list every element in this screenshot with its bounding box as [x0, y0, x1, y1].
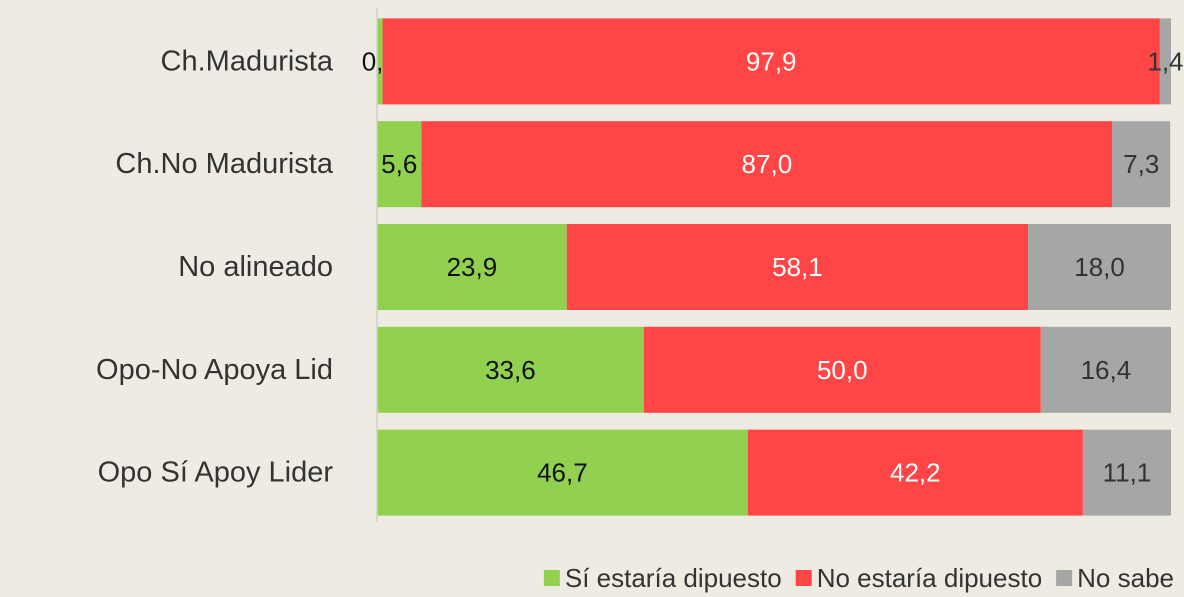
data-label: 18,0 [1074, 252, 1125, 282]
data-label: 1,4 [1147, 46, 1183, 76]
bar-segment [643, 326, 1041, 413]
legend-swatch [543, 570, 560, 586]
data-label: 97,9 [746, 46, 797, 76]
bar-segment [1028, 224, 1171, 310]
legend: Sí estaría dipuesto No estaría dipuesto No… [543, 563, 1174, 593]
legend-label: Sí estaría dipuesto [565, 563, 782, 593]
bar-segment [377, 326, 644, 413]
bar-segment [377, 429, 748, 516]
category-label: Opo-No Apoya Lid [96, 354, 333, 386]
legend-swatch [795, 570, 812, 586]
bar-segment [377, 121, 422, 208]
bar-segment [747, 429, 1083, 516]
data-label: 5,6 [381, 149, 417, 179]
bar-segment [1040, 326, 1171, 413]
bar-segment [1159, 18, 1171, 105]
data-label: 23,9 [447, 252, 498, 282]
bar-segment [377, 18, 383, 105]
bar-segment [377, 224, 567, 310]
legend-label: No sabe [1077, 563, 1174, 593]
bar-segment [1112, 121, 1171, 208]
bar-segment [382, 18, 1160, 105]
data-label: 33,6 [485, 355, 536, 385]
bar-segment [1082, 429, 1171, 516]
category-label: Ch.Madurista [161, 45, 334, 77]
data-label: 7,3 [1123, 149, 1159, 179]
data-label: 16,4 [1081, 355, 1132, 385]
category-label: Ch.No Madurista [115, 148, 333, 180]
bar-segment [566, 224, 1029, 310]
data-label: 50,0 [817, 355, 868, 385]
category-label: No alineado [178, 251, 333, 283]
category-label: Opo Sí Apoy Lider [98, 457, 334, 489]
data-label: 42,2 [890, 458, 941, 488]
data-label: 46,7 [537, 458, 588, 488]
data-label: 11,1 [1103, 458, 1152, 488]
legend-swatch [1056, 570, 1073, 586]
data-label: 58,1 [772, 252, 823, 282]
legend-label: No estaría dipuesto [817, 563, 1042, 593]
data-label: 87,0 [742, 149, 793, 179]
plot-area: Ch.Madurista 0,7 97,9 1,4Ch.No Madurista 5,6… [96, 18, 1184, 516]
bar-segment [421, 121, 1113, 208]
